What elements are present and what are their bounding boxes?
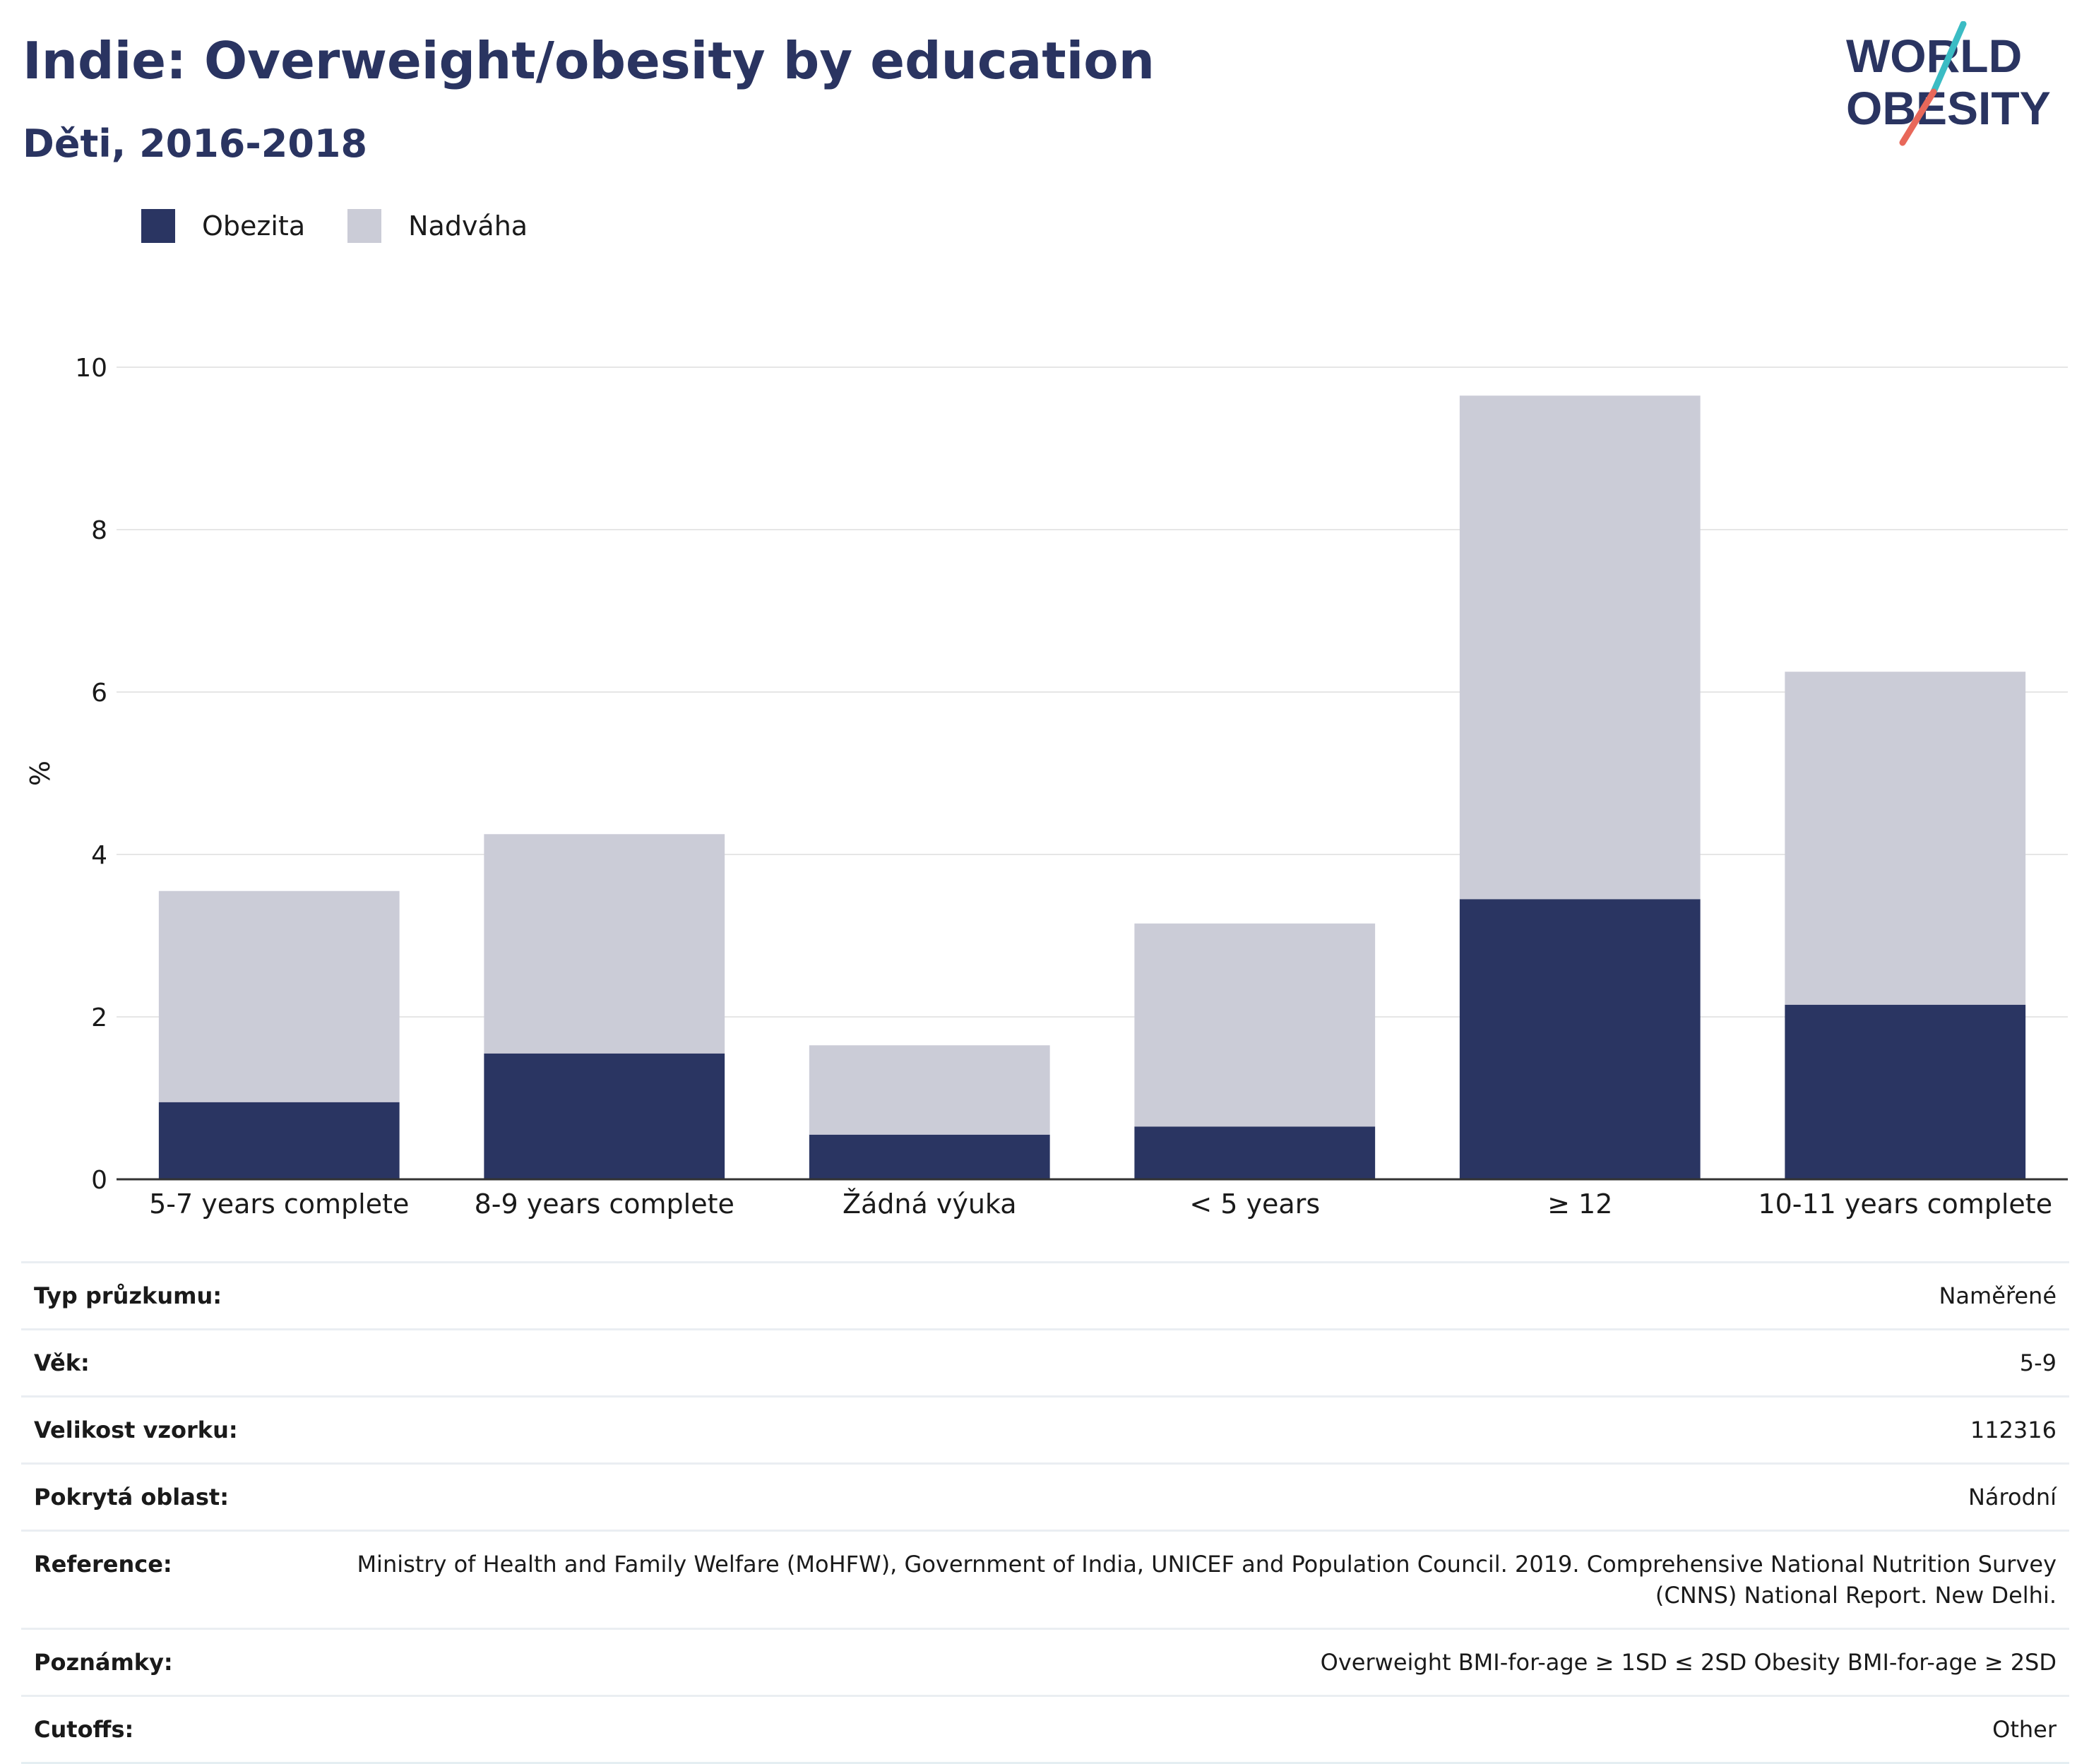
meta-row: Reference: Ministry of Health and Family …: [21, 1530, 2069, 1629]
logo-line-2: OBESITY: [1846, 82, 2051, 134]
bar-obezita[interactable]: [809, 1134, 1050, 1179]
legend-swatch-nadvaha: [347, 209, 382, 243]
legend-swatch-obezita: [141, 209, 175, 243]
legend-label-nadvaha: Nadváha: [408, 210, 528, 242]
meta-value: 5-9: [2019, 1349, 2057, 1376]
meta-value: 112316: [1970, 1417, 2057, 1443]
bar-nadvaha[interactable]: [1785, 672, 2026, 1005]
meta-row: Typ průzkumu: Naměřené: [21, 1262, 2069, 1330]
meta-key: Cutoffs:: [34, 1716, 134, 1743]
x-tick-label: 10-11 years complete: [1758, 1188, 2052, 1220]
bar-obezita[interactable]: [1459, 899, 1701, 1179]
y-tick-label: 10: [75, 354, 107, 383]
meta-row: Velikost vzorku: 112316: [21, 1396, 2069, 1464]
meta-row: Pokrytá oblast: Národní: [21, 1463, 2069, 1531]
bar-obezita[interactable]: [1134, 1126, 1376, 1179]
meta-key: Reference:: [34, 1551, 172, 1578]
x-axis-ticks: 5-7 years complete 8-9 years complete Žádn…: [149, 1188, 2052, 1220]
grid-lines: [117, 366, 2068, 1018]
y-tick-label: 4: [91, 841, 107, 870]
meta-key: Věk:: [34, 1349, 90, 1376]
y-tick-label: 6: [91, 679, 107, 708]
bar-nadvaha[interactable]: [1459, 395, 1701, 900]
meta-key: Poznámky:: [34, 1649, 173, 1676]
legend-item-nadvaha[interactable]: Nadváha: [347, 209, 528, 243]
bar-nadvaha[interactable]: [484, 834, 725, 1054]
y-axis-ticks: 0 2 4 6 8 10: [75, 354, 107, 1195]
logo-line-1: WORLD: [1846, 30, 2022, 82]
logo-slash-red: [1899, 88, 1937, 146]
chart-subtitle: Děti, 2016-2018: [23, 121, 368, 166]
y-tick-label: 0: [91, 1166, 107, 1195]
chart-legend: Obezita Nadváha: [141, 209, 570, 243]
bars: [158, 395, 2026, 1179]
survey-metadata-table: Typ průzkumu: Naměřené Věk: 5-9 Velikost vzo…: [21, 1261, 2069, 1764]
bar-obezita[interactable]: [484, 1053, 725, 1179]
meta-key: Typ průzkumu:: [34, 1282, 222, 1309]
legend-label-obezita: Obezita: [202, 210, 306, 242]
meta-value: Other: [1992, 1716, 2057, 1743]
meta-value: Ministry of Health and Family Welfare (M…: [357, 1551, 2057, 1609]
x-tick-label: ≥ 12: [1547, 1188, 1612, 1220]
meta-value: Naměřené: [1939, 1282, 2057, 1309]
meta-key: Pokrytá oblast:: [34, 1484, 229, 1510]
meta-value: Overweight BMI-for-age ≥ 1SD ≤ 2SD Obesi…: [1320, 1649, 2057, 1676]
meta-row: Cutoffs: Other: [21, 1696, 2069, 1763]
x-tick-label: 8-9 years complete: [475, 1188, 734, 1220]
y-axis-label: %: [25, 761, 56, 786]
x-tick-label: < 5 years: [1189, 1188, 1320, 1220]
bar-obezita[interactable]: [1785, 1004, 2026, 1179]
bar-nadvaha[interactable]: [809, 1045, 1050, 1135]
world-obesity-logo: WORLD OBESITY: [1846, 21, 2051, 146]
stacked-bar-chart: 0 2 4 6 8 10 5-7 years complete 8-9 years comp…: [25, 354, 2068, 1220]
y-tick-label: 8: [91, 516, 107, 545]
meta-row: Poznámky: Overweight BMI-for-age ≥ 1SD ≤ …: [21, 1628, 2069, 1696]
meta-key: Velikost vzorku:: [34, 1417, 238, 1443]
legend-item-obezita[interactable]: Obezita: [141, 209, 305, 243]
chart-title: Indie: Overweight/obesity by education: [23, 31, 1155, 90]
bar-nadvaha[interactable]: [158, 890, 400, 1102]
x-tick-label: Žádná výuka: [843, 1188, 1017, 1220]
bar-obezita[interactable]: [158, 1102, 400, 1179]
y-tick-label: 2: [91, 1003, 107, 1032]
bar-nadvaha[interactable]: [1134, 923, 1376, 1127]
meta-value: Národní: [1968, 1484, 2057, 1510]
meta-row: Věk: 5-9: [21, 1329, 2069, 1397]
logo-slash-teal: [1930, 21, 1967, 95]
x-tick-label: 5-7 years complete: [149, 1188, 409, 1220]
